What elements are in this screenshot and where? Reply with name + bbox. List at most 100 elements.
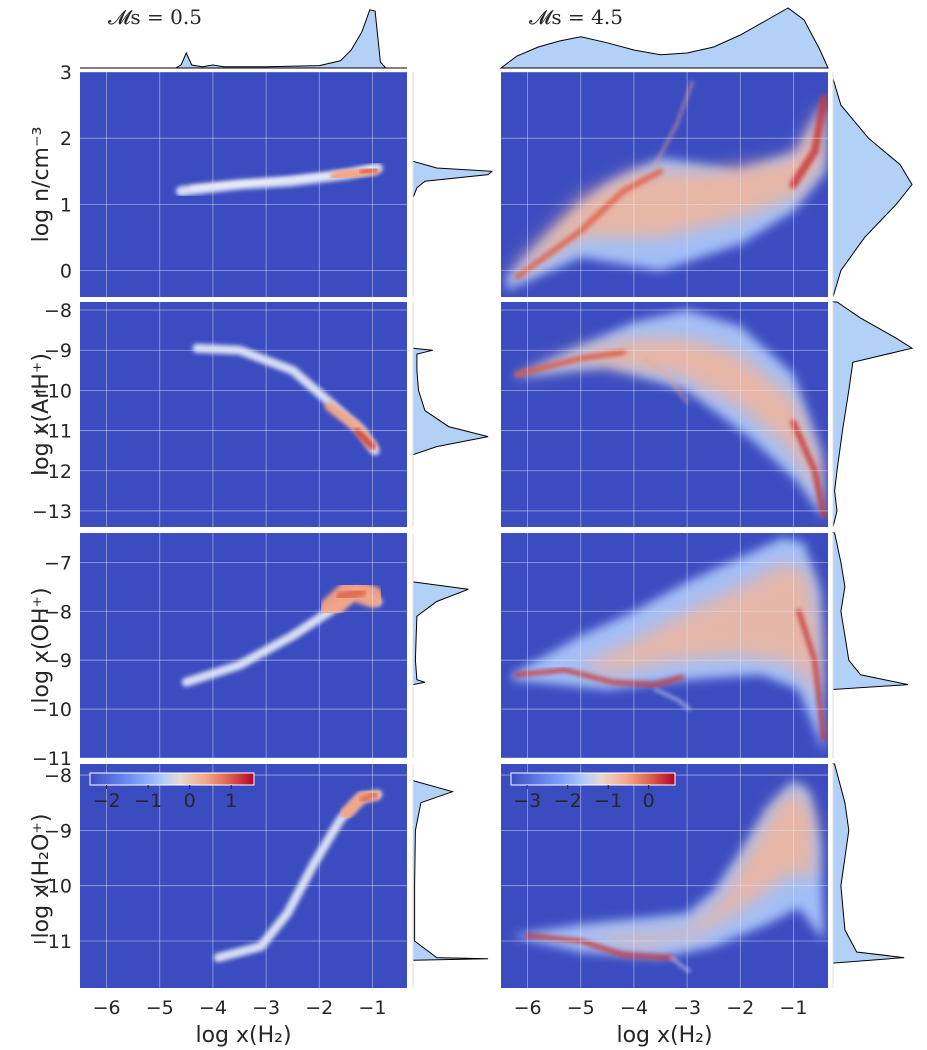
- density-ridge: [358, 166, 379, 176]
- y-tick-label: −13: [32, 501, 72, 523]
- panel-ArH-col1: [80, 302, 407, 527]
- density-region: [511, 780, 825, 958]
- y-tick-label: −8: [44, 601, 72, 623]
- colorbar-tick-label: −2: [93, 790, 121, 812]
- y-tick-label: −8: [44, 765, 72, 787]
- x-tick-label: −4: [620, 997, 648, 1019]
- colorbar-gradient: [510, 772, 676, 786]
- colorbar-tick-label: −1: [594, 790, 622, 812]
- density-ridge: [643, 357, 689, 404]
- density-ridge: [353, 427, 376, 450]
- panel-H2O-col2: [501, 764, 828, 988]
- colorbar-tick-label: 0: [184, 790, 196, 812]
- colorbar-col1: −2 −1 0 1: [89, 772, 255, 812]
- panel-OH-col1: [80, 533, 407, 759]
- side-marginal-OH-col2: [832, 532, 909, 758]
- marginal-density: [499, 7, 829, 69]
- panel-n-col1: [80, 71, 407, 297]
- density-ridge: [514, 667, 685, 688]
- density-region: [580, 562, 820, 700]
- column-title: 𝓜s = 0.5: [108, 5, 202, 29]
- colorbar-tick-label: 0: [643, 790, 655, 812]
- x-tick-label: −2: [726, 997, 754, 1019]
- panel-background: [80, 533, 407, 758]
- colorbar-tick-label: −1: [134, 790, 162, 812]
- x-tick-label: −4: [199, 997, 227, 1019]
- x-tick-label: −3: [252, 997, 280, 1019]
- density-layer: [506, 80, 828, 291]
- marginal-density: [832, 532, 909, 691]
- x-tick-label: −6: [93, 997, 121, 1019]
- marginal-density: [412, 160, 494, 198]
- side-marginal-OH-col1: [412, 533, 469, 758]
- top-marginal-col1: [80, 9, 407, 69]
- y-tick-label: −9: [44, 650, 72, 672]
- panel-n-col2: [501, 71, 828, 297]
- y-tick-label: −11: [32, 931, 72, 953]
- y-tick-label: −9: [44, 820, 72, 842]
- x-tick-label: −1: [779, 997, 807, 1019]
- density-ridge: [335, 586, 367, 602]
- density-ridge: [514, 168, 664, 281]
- marginal-density: [832, 78, 913, 298]
- colorbar-tick-label: 1: [225, 790, 237, 812]
- panel-background: [80, 302, 407, 527]
- density-ridge: [525, 933, 674, 961]
- colorbar-col2: −3 −2 −1 0: [510, 772, 676, 812]
- y-tick-label: 3: [60, 62, 72, 84]
- side-marginal-ArH-col1: [412, 302, 489, 527]
- y-axis-label: log n/cm⁻³: [29, 127, 54, 243]
- x-axis-label: log x(H₂): [616, 1023, 712, 1048]
- density-ridge: [789, 94, 828, 189]
- y-tick-label: −10: [32, 380, 72, 402]
- marginal-density: [412, 779, 489, 961]
- colorbar-gradient: [89, 772, 255, 786]
- y-tick-label: −7: [44, 552, 72, 574]
- density-layer: [176, 163, 383, 197]
- density-ridge: [358, 791, 379, 803]
- y-tick-label: −10: [32, 699, 72, 721]
- marginal-density: [412, 581, 469, 686]
- y-tick-label: −11: [32, 421, 72, 443]
- density-region: [517, 338, 823, 503]
- density-layer: [213, 788, 383, 963]
- top-marginal-col2: [499, 7, 829, 69]
- density-region: [580, 786, 815, 947]
- side-marginal-n-col2: [832, 72, 913, 298]
- density-layer: [511, 537, 827, 754]
- side-marginal-H2O-col1: [412, 764, 489, 988]
- y-axis-label: log x(ArH⁺): [29, 353, 54, 476]
- density-ridge: [654, 688, 691, 711]
- y-tick-label: 0: [60, 261, 72, 283]
- colorbar-tick-label: −3: [513, 790, 541, 812]
- panel-ArH-col2: [501, 302, 828, 527]
- column-title: 𝓜s = 4.5: [529, 5, 623, 29]
- x-tick-label: −5: [146, 997, 174, 1019]
- density-region: [511, 105, 823, 278]
- panel-H2O-col1: [80, 764, 407, 988]
- marginal-density: [412, 347, 489, 456]
- y-axis-label: log x(OH⁺): [29, 587, 54, 703]
- side-marginal-ArH-col2: [832, 301, 914, 528]
- y-tick-label: −10: [32, 876, 72, 898]
- side-marginal-H2O-col2: [832, 763, 905, 988]
- y-tick-label: −11: [32, 748, 72, 770]
- y-axis-label: log x(H₂O⁺): [29, 813, 54, 938]
- y-tick-label: 2: [60, 128, 72, 150]
- marginal-density: [832, 763, 905, 964]
- side-marginal-n-col1: [412, 72, 494, 297]
- x-tick-label: −5: [567, 997, 595, 1019]
- density-layer: [181, 578, 384, 687]
- y-tick-label: 1: [60, 194, 72, 216]
- x-tick-label: −2: [305, 997, 333, 1019]
- x-tick-label: −1: [358, 997, 386, 1019]
- x-tick-label: −3: [673, 997, 701, 1019]
- marginal-density: [173, 9, 387, 69]
- x-axis-label: log x(H₂): [195, 1023, 291, 1048]
- colorbar-tick-label: −2: [554, 790, 582, 812]
- y-tick-label: −12: [32, 461, 72, 483]
- y-tick-label: −8: [44, 300, 72, 322]
- marginal-density: [832, 301, 914, 528]
- y-tick-label: −9: [44, 340, 72, 362]
